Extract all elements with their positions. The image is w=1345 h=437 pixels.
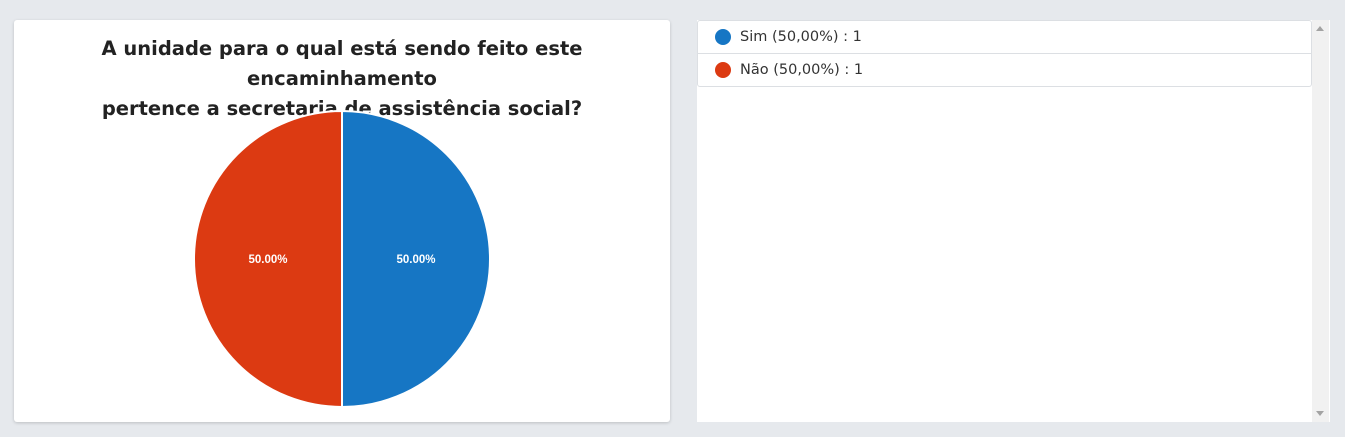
- scroll-down-arrow-icon[interactable]: [1316, 411, 1324, 416]
- legend-swatch-sim: [715, 29, 731, 45]
- legend-item-nao[interactable]: Não (50,00%) : 1: [698, 54, 1311, 86]
- pie-slice-label: 50.00%: [248, 254, 287, 266]
- legend-label-nao: Não (50,00%) : 1: [740, 62, 864, 78]
- pie-chart: 50.00% 50.00%: [193, 109, 491, 409]
- pie-slice-label: 50.00%: [396, 254, 435, 266]
- pie-slice-sim[interactable]: [341, 109, 491, 409]
- legend-swatch-nao: [715, 62, 731, 78]
- chart-title: A unidade para o qual está sendo feito e…: [14, 34, 670, 124]
- vertical-scrollbar[interactable]: [1312, 20, 1329, 422]
- chart-title-line-2: pertence a secretaria de assistência soc…: [101, 97, 583, 120]
- legend-item-sim[interactable]: Sim (50,00%) : 1: [698, 21, 1311, 54]
- legend-list: Sim (50,00%) : 1 Não (50,00%) : 1: [697, 20, 1312, 87]
- scroll-up-arrow-icon[interactable]: [1316, 26, 1324, 31]
- legend-label-sim: Sim (50,00%) : 1: [740, 29, 862, 45]
- pie-slice-nao[interactable]: [193, 109, 343, 409]
- legend-panel: Sim (50,00%) : 1 Não (50,00%) : 1: [697, 20, 1330, 422]
- chart-card: A unidade para o qual está sendo feito e…: [14, 20, 670, 422]
- chart-title-line-1: A unidade para o qual está sendo feito e…: [101, 37, 583, 90]
